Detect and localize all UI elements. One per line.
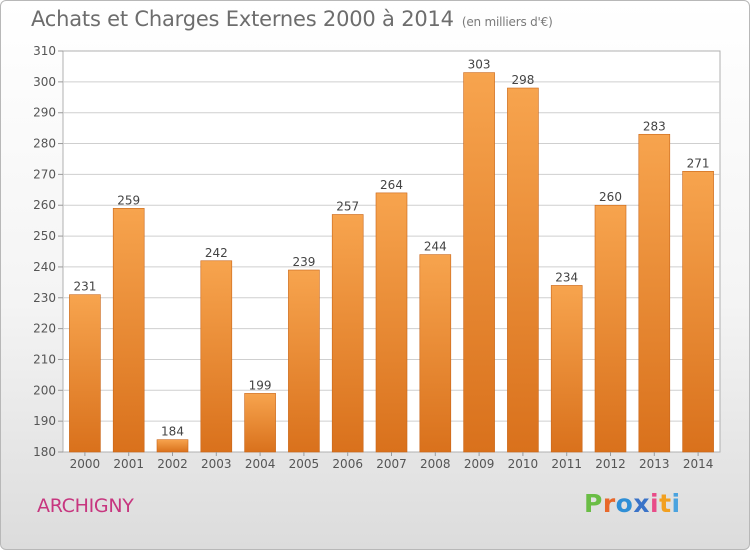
- x-tick-label: 2012: [595, 457, 626, 471]
- bar-2013: [638, 133, 671, 453]
- y-tick-label: 200: [33, 383, 56, 397]
- bar-2014: [682, 171, 714, 453]
- bar-value-label: 298: [511, 73, 534, 87]
- y-tick-label: 210: [33, 352, 56, 366]
- y-tick-label: 180: [33, 445, 56, 459]
- x-tick-label: 2003: [201, 457, 232, 471]
- x-tick-label: 2000: [70, 457, 101, 471]
- chart-unit-label: (en milliers d'€): [461, 15, 553, 29]
- bar-2003: [200, 260, 233, 453]
- logo-letter: P: [584, 489, 603, 518]
- bar-2012: [594, 204, 627, 453]
- bar-value-label: 184: [161, 425, 184, 439]
- bar-2004: [244, 393, 276, 453]
- proxiti-logo: Proxiti: [584, 489, 681, 518]
- bar-value-label: 257: [336, 199, 359, 213]
- x-tick-label: 2013: [639, 457, 670, 471]
- commune-name: ARCHIGNY: [37, 495, 134, 517]
- bar-2008: [419, 254, 452, 453]
- y-tick-label: 190: [33, 414, 56, 428]
- x-tick-label: 2005: [289, 457, 320, 471]
- bar-2006: [331, 214, 364, 453]
- y-tick-label: 310: [33, 44, 56, 58]
- x-tick-label: 2011: [551, 457, 582, 471]
- x-tick-label: 2008: [420, 457, 451, 471]
- bar-2001: [112, 208, 145, 453]
- bar-value-label: 242: [205, 246, 228, 260]
- bar-2011: [550, 285, 583, 453]
- bar-value-label: 259: [117, 193, 140, 207]
- bar-value-label: 271: [687, 156, 710, 170]
- y-tick-label: 270: [33, 167, 56, 181]
- logo-letter: x: [633, 489, 650, 518]
- logo-letter: t: [659, 489, 672, 518]
- logo-letter: i: [650, 489, 660, 518]
- bar-value-label: 264: [380, 178, 403, 192]
- y-tick-label: 260: [33, 198, 56, 212]
- x-tick-label: 2009: [464, 457, 495, 471]
- logo-letter: r: [602, 489, 616, 518]
- x-tick-label: 2014: [683, 457, 714, 471]
- y-tick-label: 280: [33, 137, 56, 151]
- x-tick-label: 2010: [508, 457, 539, 471]
- y-tick-label: 300: [33, 75, 56, 89]
- bar-value-label: 234: [555, 270, 578, 284]
- x-tick-label: 2006: [332, 457, 363, 471]
- bar-2000: [69, 294, 101, 453]
- logo-letter: o: [615, 489, 634, 518]
- bar-2010: [507, 87, 539, 453]
- chart-title-text: Achats et Charges Externes 2000 à 2014: [31, 7, 454, 31]
- bar-2009: [463, 72, 495, 453]
- logo-letter: i: [671, 489, 681, 518]
- x-tick-label: 2007: [376, 457, 407, 471]
- y-tick-label: 220: [33, 322, 56, 336]
- x-tick-label: 2004: [245, 457, 276, 471]
- y-tick-label: 240: [33, 260, 56, 274]
- bar-value-label: 303: [468, 58, 491, 72]
- bar-value-label: 260: [599, 190, 622, 204]
- bar-2002: [156, 439, 189, 453]
- y-tick-label: 290: [33, 106, 56, 120]
- x-tick-label: 2001: [113, 457, 144, 471]
- chart-title: Achats et Charges Externes 2000 à 2014 (e…: [31, 7, 553, 31]
- bar-2007: [375, 192, 408, 453]
- bar-value-label: 231: [73, 280, 96, 294]
- bar-value-label: 244: [424, 240, 447, 254]
- bar-value-label: 199: [249, 378, 272, 392]
- y-tick-label: 230: [33, 291, 56, 305]
- y-tick-label: 250: [33, 229, 56, 243]
- x-tick-label: 2002: [157, 457, 188, 471]
- bar-2005: [288, 269, 320, 453]
- bar-value-label: 283: [643, 119, 666, 133]
- bar-value-label: 239: [292, 255, 315, 269]
